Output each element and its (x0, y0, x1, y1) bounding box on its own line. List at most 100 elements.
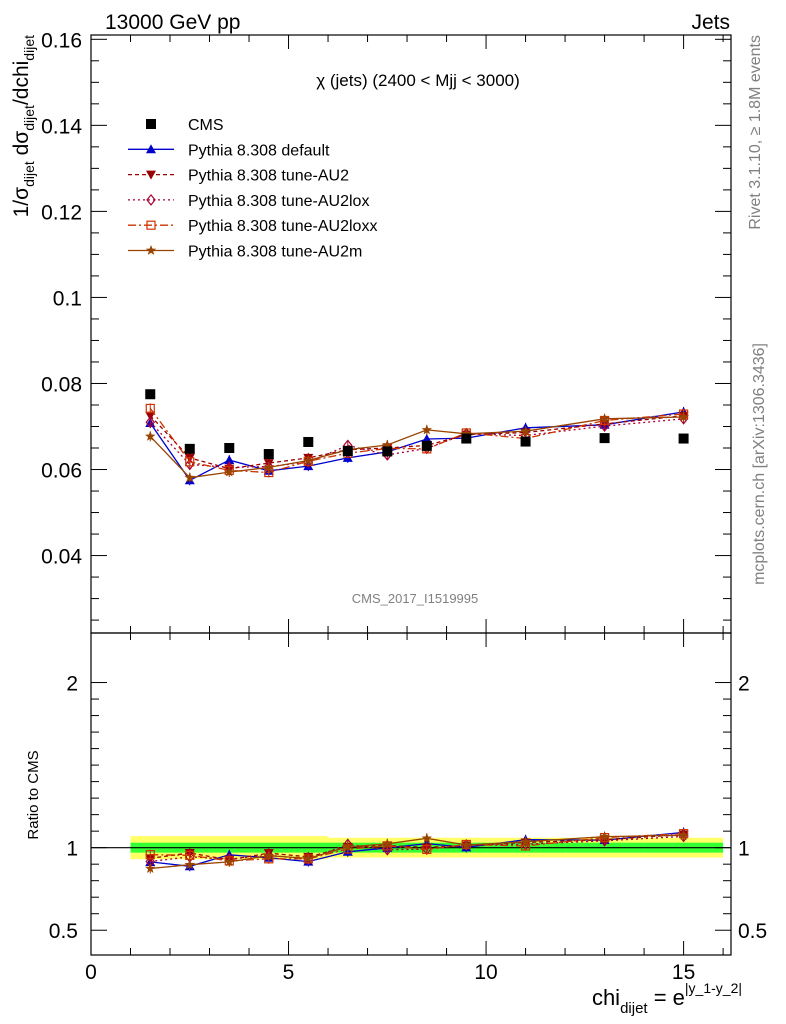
data-point-cms (599, 433, 610, 444)
chart-frames (90, 34, 732, 956)
data-point-cms (303, 436, 314, 447)
energy-label: 13000 GeV pp (105, 11, 240, 34)
data-point-cms (184, 443, 195, 454)
x-axis-label-sub: dijet (620, 1000, 648, 1017)
series-point-pythia-8-308-default (224, 455, 235, 465)
ratio-series-group (145, 827, 689, 874)
axis-ticks: 0 5 10 15 0.04 0.06 0.08 0.1 0.12 0.14 0.16 0.5 0.5 1… (41, 29, 767, 984)
y-axis-label-part3: /dchi (10, 61, 33, 105)
ratio-point-pythia-8-308-tune-au2m (421, 832, 432, 843)
x-tick-label: 15 (672, 961, 695, 984)
series-line-pythia-8-308-tune-au2loxx (149, 408, 684, 474)
series-point-pythia-8-308-tune-au2loxx (145, 403, 155, 414)
ratio-tick-label-right: 2 (738, 673, 750, 696)
y-axis-label-sub1: dijet (21, 161, 37, 187)
y-axis-label-sub3: dijet (21, 35, 37, 61)
legend-entry-pythia-8-308-tune-au2lox: Pythia 8.308 tune-AU2lox (128, 193, 369, 210)
ratio-tick-label-right: 0.5 (738, 920, 767, 943)
ratio-point-pythia-8-308-tune-au2m (678, 829, 689, 840)
legend: CMS Pythia 8.308 default Pythia 8.308 tune… (128, 117, 377, 261)
chart-title: χ (jets) (2400 < Mjj < 3000) (316, 71, 520, 90)
series-point-pythia-8-308-default (421, 433, 432, 443)
ratio-point-pythia-8-308-tune-au2loxx (422, 844, 432, 855)
x-axis-label-eq: = e (648, 985, 685, 1010)
x-tick-label: 10 (474, 961, 497, 984)
x-axis-label: chidijet = e|y_1-y_2| (592, 980, 742, 1017)
data-point-cms (520, 436, 531, 447)
y-tick-label: 0.06 (41, 460, 82, 483)
legend-marker-pythia-8-308-tune-au2 (146, 170, 156, 180)
data-point-cms (263, 449, 274, 460)
y-tick-label: 0.04 (41, 546, 82, 569)
ratio-point-pythia-8-308-tune-au2m (184, 859, 195, 870)
legend-marker-cms (146, 119, 156, 129)
ratio-tick-label: 2 (66, 673, 78, 696)
x-axis-label-sup: |y_1-y_2| (685, 980, 742, 996)
main-series-group (145, 389, 689, 486)
ratio-point-pythia-8-308-tune-au2m (599, 831, 610, 842)
y-tick-label: 0.14 (41, 115, 82, 138)
legend-entry-pythia-8-308-default: Pythia 8.308 default (128, 142, 330, 159)
legend-label-cms: CMS (188, 117, 224, 134)
series-point-pythia-8-308-tune-au2m (184, 472, 195, 483)
category-label: Jets (691, 11, 730, 34)
ratio-point-pythia-8-308-tune-au2m (224, 856, 235, 867)
legend-marker-pythia-8-308-tune-au2loxx (146, 220, 156, 230)
watermark: CMS_2017_I1519995 (352, 591, 479, 606)
ratio-line-pythia-8-308-tune-au2loxx (150, 833, 684, 862)
series-point-pythia-8-308-tune-au2m (520, 425, 531, 436)
series-line-pythia-8-308-default (149, 411, 684, 482)
ratio-point-pythia-8-308-tune-au2lox (382, 843, 393, 856)
ratio-point-pythia-8-308-tune-au2m (342, 841, 353, 852)
x-tick-label: 0 (85, 961, 97, 984)
series-point-pythia-8-308-tune-au2m (224, 466, 235, 477)
legend-label-pythia-8-308-tune-au2loxx: Pythia 8.308 tune-AU2loxx (188, 218, 377, 235)
ratio-tick-label: 1 (66, 838, 78, 861)
legend-entry-pythia-8-308-tune-au2loxx: Pythia 8.308 tune-AU2loxx (128, 218, 377, 235)
legend-label-pythia-8-308-tune-au2lox: Pythia 8.308 tune-AU2lox (188, 193, 369, 210)
data-point-cms (382, 446, 393, 457)
legend-label-pythia-8-308-tune-au2m: Pythia 8.308 tune-AU2m (188, 244, 362, 261)
ratio-point-pythia-8-308-tune-au2m (520, 836, 531, 847)
legend-entry-cms: CMS (146, 117, 224, 134)
y-axis-label: 1/σdijet dσdijet/dchidijet (10, 35, 37, 217)
series-point-pythia-8-308-tune-au2m (678, 411, 689, 422)
ratio-point-pythia-8-308-tune-au2m (145, 863, 156, 873)
y-tick-label: 0.1 (53, 287, 82, 310)
y-tick-label: 0.16 (41, 29, 82, 52)
series-point-pythia-8-308-tune-au2m (263, 461, 274, 472)
x-tick-label: 5 (283, 961, 295, 984)
ratio-point-pythia-8-308-tune-au2m (303, 852, 314, 863)
y-axis-label-sub2: dijet (21, 105, 37, 131)
ratio-line-pythia-8-308-tune-au2 (150, 833, 684, 861)
legend-label-pythia-8-308-default: Pythia 8.308 default (188, 142, 330, 159)
ratio-point-pythia-8-308-tune-au2m (263, 850, 274, 861)
legend-entry-pythia-8-308-tune-au2: Pythia 8.308 tune-AU2 (128, 168, 349, 185)
series-point-pythia-8-308-tune-au2m (421, 424, 432, 435)
series-point-pythia-8-308-tune-au2m (599, 413, 610, 424)
rivet-version-label: Rivet 3.1.10, ≥ 1.8M events (747, 35, 764, 230)
y-axis-label-part1: 1/σ (10, 187, 33, 218)
ratio-point-pythia-8-308-tune-au2m (382, 838, 393, 849)
ratio-plot-frame (90, 632, 732, 956)
legend-entry-pythia-8-308-tune-au2m: Pythia 8.308 tune-AU2m (128, 244, 362, 261)
data-point-cms (421, 440, 432, 451)
series-point-pythia-8-308-tune-au2m (382, 439, 393, 450)
legend-marker-pythia-8-308-tune-au2m (145, 245, 157, 255)
y-axis-label-part2: dσ (10, 131, 33, 162)
ratio-line-pythia-8-308-tune-au2m (150, 834, 684, 870)
data-point-cms (145, 389, 156, 400)
series-point-pythia-8-308-tune-au2m (303, 455, 314, 465)
series-point-pythia-8-308-tune-au2loxx (185, 457, 195, 467)
ratio-tick-label: 0.5 (49, 920, 78, 943)
data-point-cms (678, 433, 689, 444)
series-line-pythia-8-308-tune-au2m (149, 416, 684, 479)
legend-label-pythia-8-308-tune-au2: Pythia 8.308 tune-AU2 (188, 168, 349, 185)
main-plot-frame (90, 34, 732, 634)
ratio-axis-label: Ratio to CMS (25, 750, 42, 839)
series-point-pythia-8-308-tune-au2lox (145, 416, 156, 429)
y-tick-label: 0.12 (41, 201, 82, 224)
data-point-cms (224, 443, 235, 454)
mcplots-label: mcplots.cern.ch [arXiv:1306.3436] (751, 343, 768, 585)
